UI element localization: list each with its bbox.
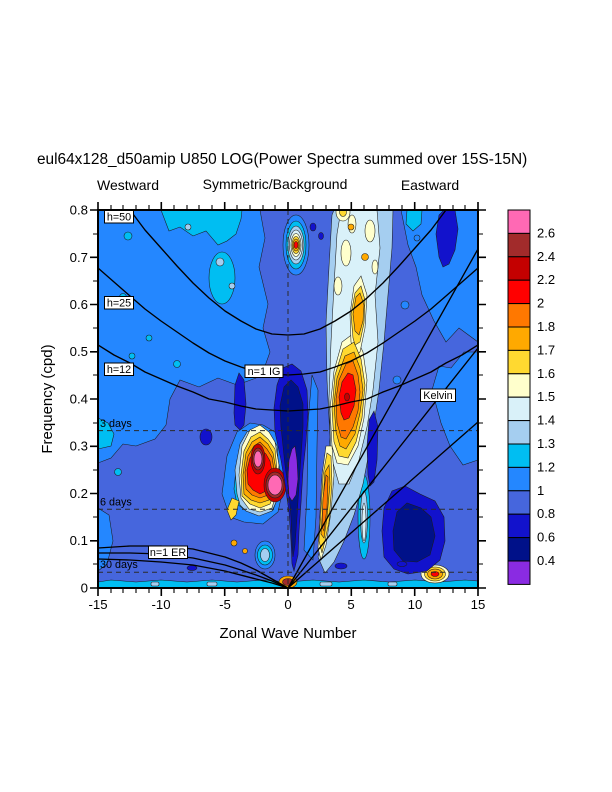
annotation-6days: 6 days [100,497,132,509]
annotation-kelvin: Kelvin [423,390,452,402]
colorbar-segment [507,443,531,468]
header-westward: Westward [97,177,159,193]
annotation-30days: 30 days [100,559,138,571]
colorbar-label: 1.7 [537,342,555,357]
colorbar-segment [507,560,531,585]
kelvin-line-h50 [287,248,478,588]
er-curve-h25 [98,552,289,588]
header-eastward: Eastward [401,177,459,193]
colorbar-segment [507,513,531,539]
er-curve-h50 [98,545,289,588]
annotation-box-h12 [104,362,134,376]
colorbar-label: 2 [537,296,544,311]
x-tick: -5 [219,597,231,612]
colorbar-segment [507,209,531,234]
colorbar-segment [507,256,531,281]
colorbar-label: 1.8 [537,319,555,334]
colorbar-segment [507,326,531,351]
colorbar-segment [507,396,531,422]
colorbar-label: 1.3 [537,436,555,451]
x-tick: -10 [151,597,170,612]
colorbar-segment [507,232,531,258]
colorbar-label: 2.2 [537,272,555,287]
y-tick: 0.6 [70,297,88,312]
annotation-3days: 3 days [100,418,132,430]
annotation-h25: h=25 [107,297,131,309]
header-symmetric-background: Symmetric/Background [203,176,348,192]
x-tick: 5 [347,597,354,612]
colorbar-segment [507,349,531,375]
kelvin-line-h25 [287,347,478,588]
annotation-box-h50 [104,210,134,224]
figure-title: eul64x128_d50amip U850 LOG(Power Spectra… [37,151,527,168]
x-tick: 0 [284,597,291,612]
x-axis-title: Zonal Wave Number [220,625,357,642]
annotation-box-n1ig [244,364,284,378]
y-tick: 0 [81,580,88,595]
colorbar-segment [507,279,531,305]
high-frequency-peak-bullseye [285,220,307,270]
annotation-box-n1er [148,545,188,559]
annotation-box-kelvin [420,388,456,402]
er-curve-h12 [98,558,289,588]
y-tick: 0.4 [70,392,88,407]
colorbar-label: 1.6 [537,366,555,381]
colorbar-label: 0.4 [537,553,555,568]
annotation-n1ig: n=1 IG [248,366,281,378]
colorbar-segment [507,373,531,398]
colorbar-label: 2.6 [537,225,555,240]
y-tick: 0.5 [70,344,88,359]
colorbar-label: 1 [537,483,544,498]
contour-fills-level-2.2-2.6 [250,443,294,586]
x-tick-labels: -15 -10 -5 0 5 10 15 [88,597,485,612]
y-tick: 0.8 [70,203,88,218]
ig-curve-h50 [129,210,447,336]
y-tick: 0.2 [70,486,88,501]
colorbar-label: 1.5 [537,389,555,404]
colorbar: 2.6 2.4 2.2 2 1.8 1.7 1.6 1.5 1.4 1.3 1.… [507,209,555,585]
axes [90,202,486,596]
colorbar-segment [507,490,531,515]
colorbar-segment [507,303,531,328]
y-tick: 0.1 [70,533,88,548]
colorbar-label: 2.4 [537,249,555,264]
kelvin-line-h12 [287,421,478,588]
annotation-labels: h=50 h=25 h=12 n=1 IG Kelvin n=1 ER 3 da… [100,210,456,571]
colorbar-label: 1.4 [537,413,555,428]
annotation-box-h25 [104,296,134,310]
colorbar-segment [507,537,531,562]
x-tick: -15 [88,597,107,612]
annotation-h50: h=50 [107,211,131,223]
contour-fill-minimum-purple [287,445,299,502]
reference-lines [98,210,478,588]
y-tick: 0.3 [70,439,88,454]
annotation-h12: h=12 [107,364,131,376]
colorbar-segment [507,420,531,445]
colorbar-label: 1.2 [537,459,555,474]
colorbar-label: 0.8 [537,506,555,521]
colorbar-label: 0.6 [537,530,555,545]
x-tick: 10 [408,597,423,612]
colorbar-segment [507,466,531,492]
annotation-n1er: n=1 ER [150,547,187,559]
y-tick-labels: 0.8 0.7 0.6 0.5 0.4 0.3 0.2 0.1 0 [70,203,88,596]
x-tick: 15 [471,597,486,612]
y-tick: 0.7 [70,250,88,265]
y-axis-title: Frequency (cpd) [39,344,56,453]
